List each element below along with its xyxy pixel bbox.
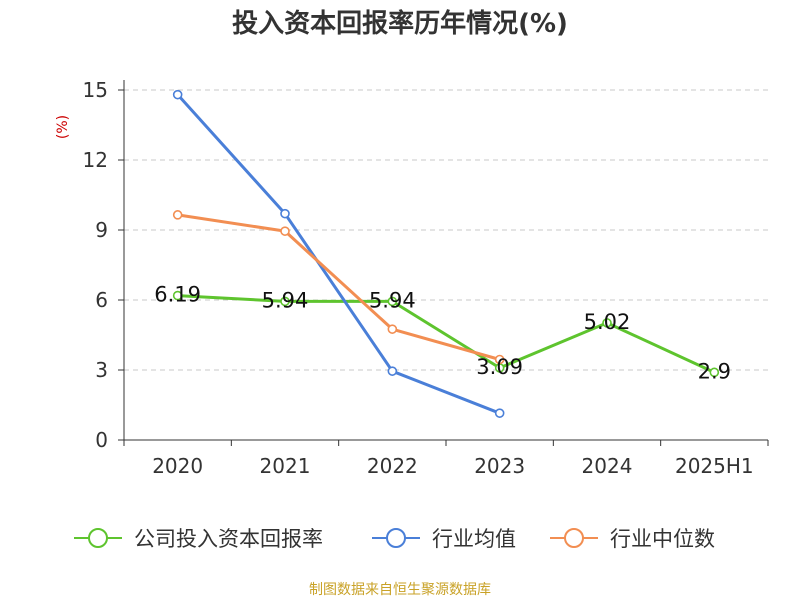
x-tick-label: 2023	[474, 454, 525, 478]
series-line-1	[176, 93, 501, 415]
data-point	[280, 226, 290, 236]
data-point	[709, 367, 720, 378]
x-tick-label: 2025H1	[675, 454, 754, 478]
y-tick-label: 12	[83, 148, 108, 172]
data-point	[387, 324, 398, 334]
series-line-0	[177, 294, 715, 374]
x-tick-label: 2021	[260, 454, 311, 478]
legend-label: 行业中位数	[610, 527, 715, 551]
y-tick-label: 15	[83, 78, 108, 102]
data-point	[280, 208, 290, 219]
legend: 公司投入资本回报率 行业均值 行业中位数	[74, 527, 715, 551]
grid-lines	[124, 89, 768, 371]
y-axis-unit: (%)	[55, 115, 71, 139]
x-tick-label: 2020	[152, 454, 203, 478]
legend-label: 公司投入资本回报率	[134, 527, 323, 551]
data-label: 5.02	[584, 310, 631, 334]
data-labels: 6.19 5.94 5.94 3.09 5.02 2.9	[154, 283, 731, 384]
legend-marker	[386, 528, 406, 548]
data-point	[387, 296, 398, 307]
legend-label: 行业均值	[432, 527, 516, 551]
data-point	[172, 290, 183, 301]
data-point	[280, 296, 290, 307]
series-line-2	[177, 213, 501, 361]
data-label: 6.19	[154, 283, 201, 307]
data-label: 2.9	[698, 359, 731, 383]
x-tick-label: 2024	[582, 454, 633, 478]
y-tick-label: 9	[95, 218, 108, 242]
chart-title: 投入资本回报率历年情况(%)	[232, 8, 568, 39]
y-tick-label: 0	[95, 428, 108, 452]
series-lines	[172, 89, 720, 418]
data-point	[602, 318, 612, 328]
data-label: 5.94	[262, 288, 309, 312]
data-point	[494, 408, 505, 418]
legend-marker	[88, 528, 108, 548]
source-note: 制图数据来自恒生聚源数据库	[309, 582, 491, 598]
x-tick-label: 2022	[367, 454, 418, 478]
data-label: 5.94	[369, 288, 416, 312]
y-tick-label: 3	[95, 358, 108, 382]
legend-marker	[564, 528, 584, 548]
axes: 0 3 6 9 12 15 2020 2021 2022 2023 2024 2025H1	[83, 78, 769, 478]
data-point	[387, 366, 398, 376]
y-tick-label: 6	[95, 288, 108, 312]
data-label: 3.09	[476, 355, 523, 379]
data-point	[494, 354, 505, 365]
data-point	[172, 210, 183, 220]
data-point	[172, 89, 183, 100]
